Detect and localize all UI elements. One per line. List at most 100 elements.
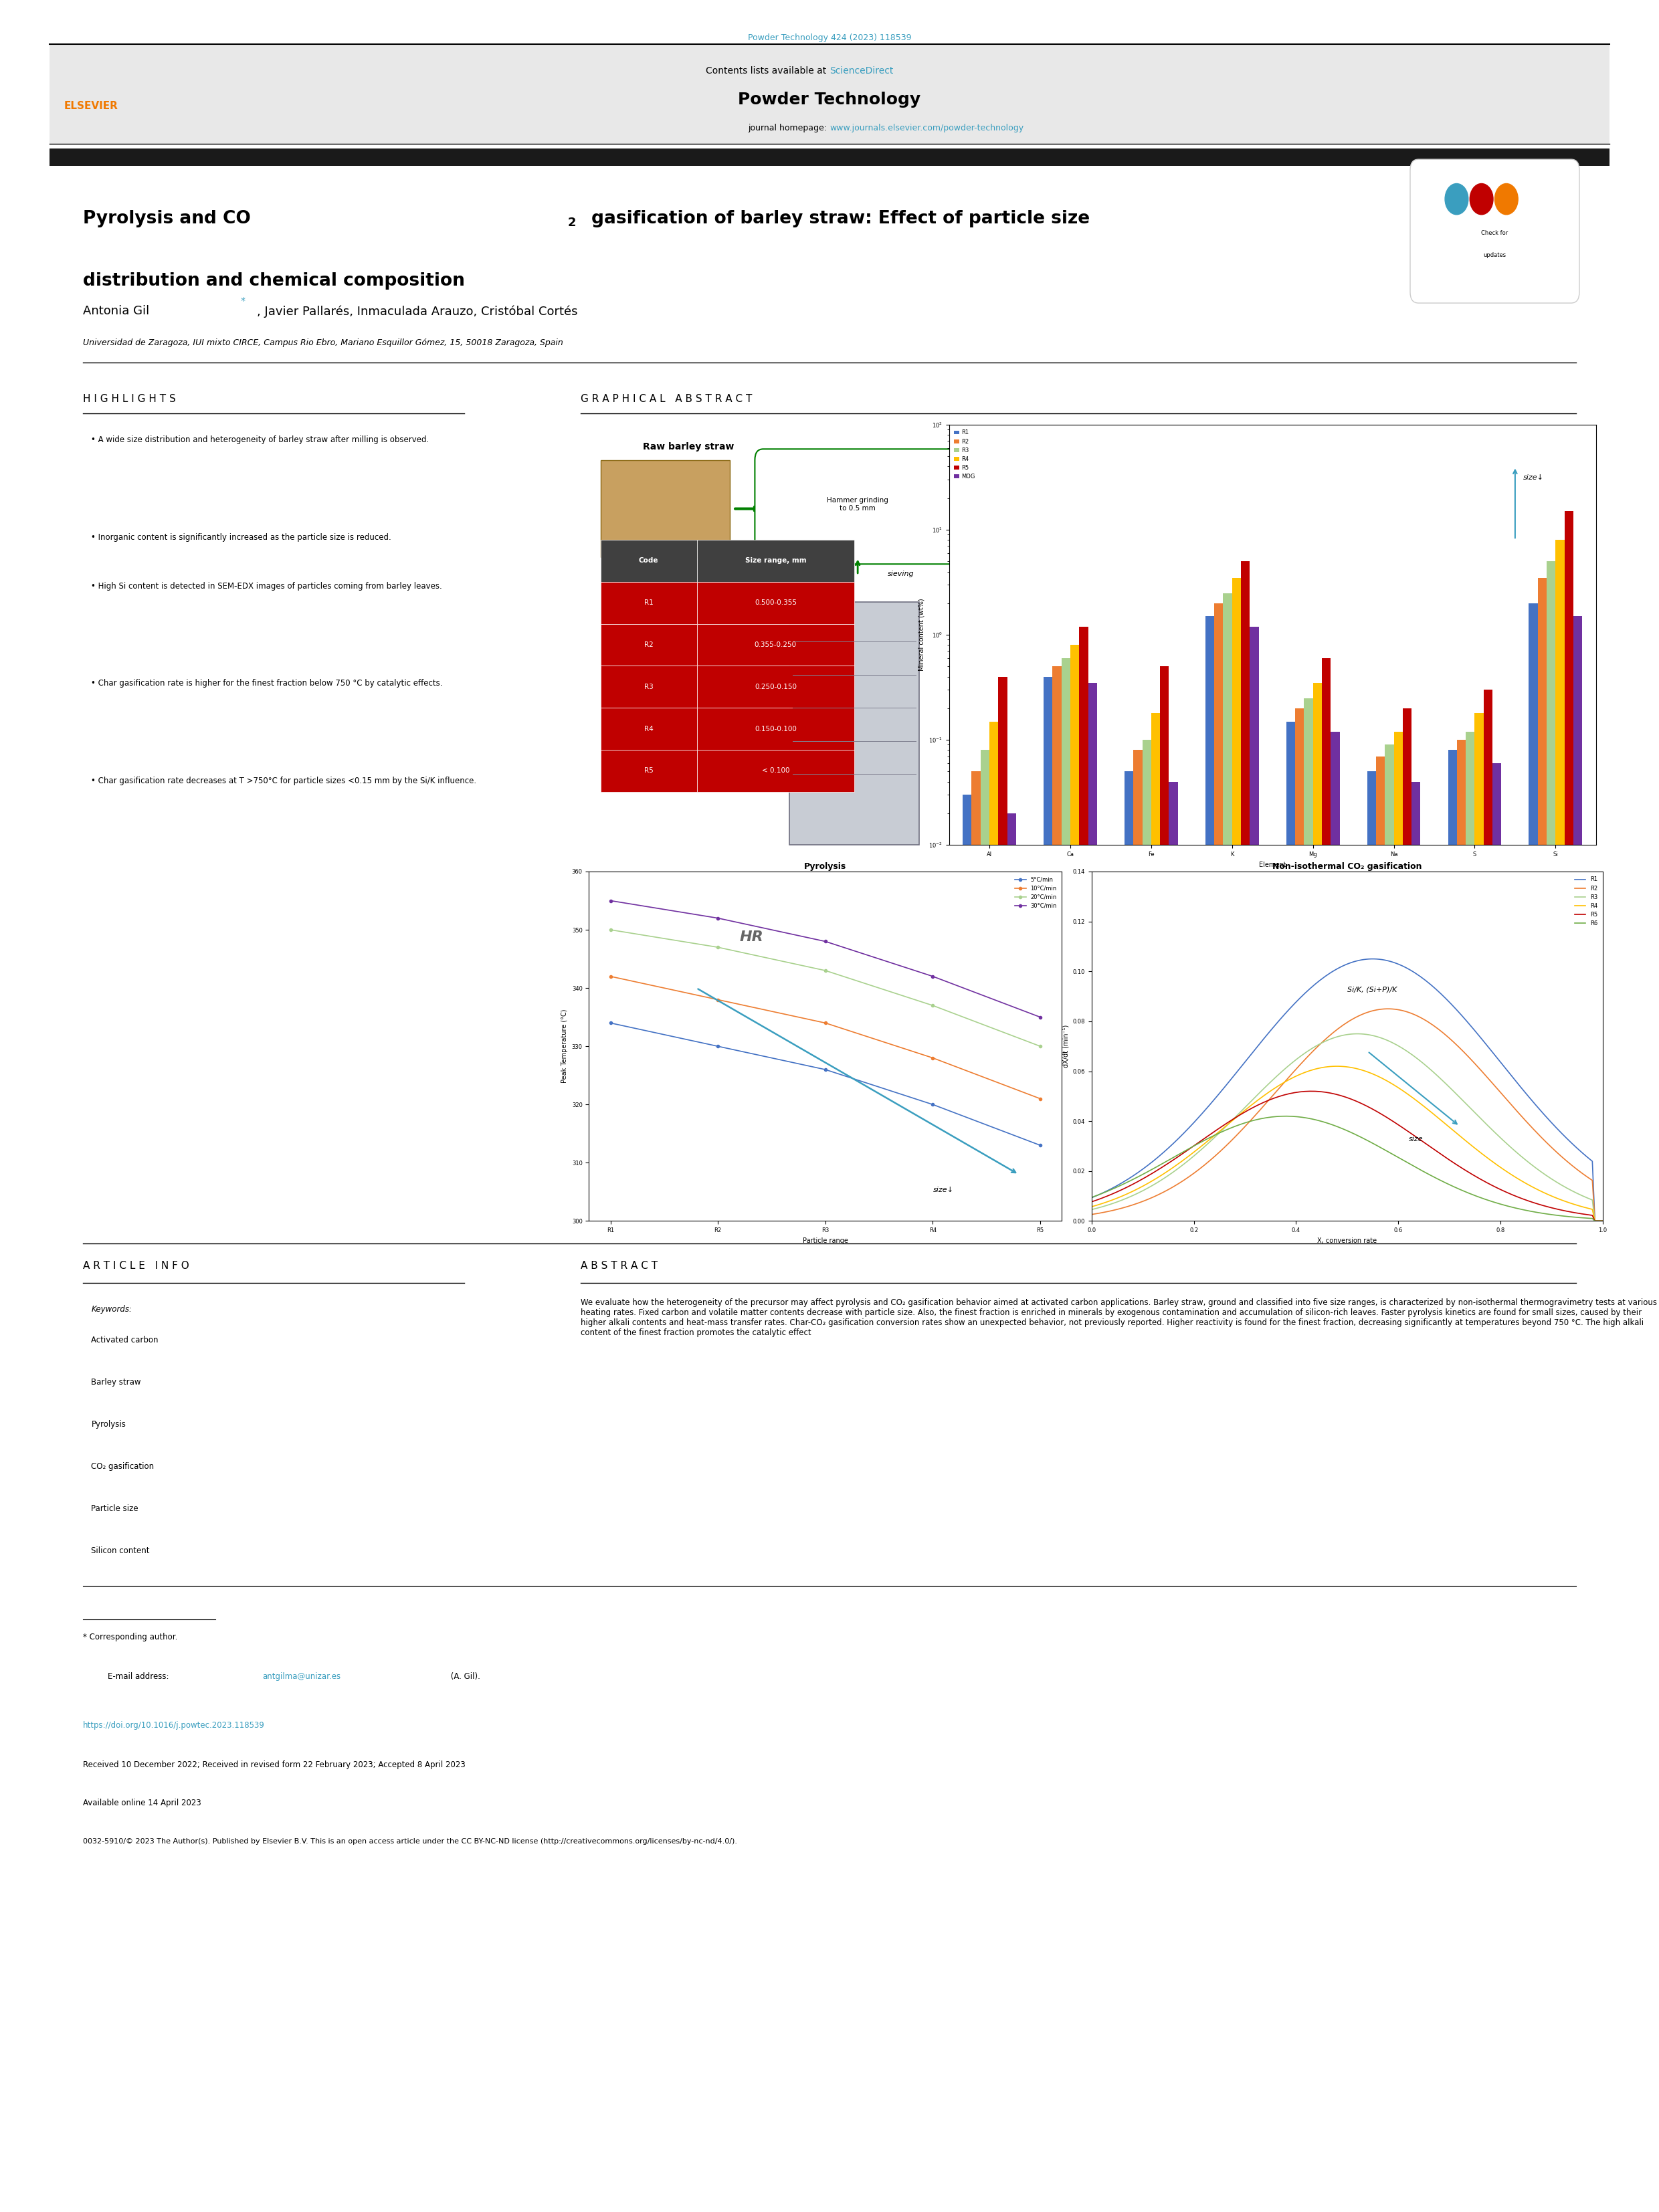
Text: 0.250-0.150: 0.250-0.150 bbox=[755, 684, 796, 690]
Y-axis label: Mineral content (wt%): Mineral content (wt%) bbox=[917, 599, 924, 670]
Text: We evaluate how the heterogeneity of the precursor may affect pyrolysis and CO₂ : We evaluate how the heterogeneity of the… bbox=[581, 1298, 1657, 1338]
30°C/min bbox=[708, 905, 728, 931]
Text: Hammer grinding
to 0.5 mm: Hammer grinding to 0.5 mm bbox=[826, 498, 889, 511]
5°C/min bbox=[601, 1009, 620, 1035]
Bar bbox=[1233, 577, 1241, 2212]
R2 bbox=[1082, 1201, 1102, 1228]
Bar bbox=[989, 721, 999, 2212]
R2 bbox=[1593, 1208, 1613, 1234]
Text: E-mail address:: E-mail address: bbox=[108, 1672, 171, 1681]
R6 bbox=[1102, 1177, 1121, 1203]
FancyBboxPatch shape bbox=[1410, 159, 1579, 303]
R3 bbox=[1345, 1020, 1365, 1046]
Text: CO₂ gasification: CO₂ gasification bbox=[91, 1462, 154, 1471]
FancyBboxPatch shape bbox=[697, 666, 854, 708]
Text: Contents lists available at: Contents lists available at bbox=[707, 66, 830, 75]
Text: https://doi.org/10.1016/j.powtec.2023.118539: https://doi.org/10.1016/j.powtec.2023.11… bbox=[83, 1721, 265, 1730]
Text: H I G H L I G H T S: H I G H L I G H T S bbox=[83, 394, 176, 405]
Y-axis label: Peak Temperature (°C): Peak Temperature (°C) bbox=[561, 1009, 567, 1084]
Circle shape bbox=[1470, 184, 1493, 215]
R2 bbox=[1584, 1208, 1604, 1234]
R5 bbox=[1302, 1077, 1322, 1104]
Text: • Inorganic content is significantly increased as the particle size is reduced.: • Inorganic content is significantly inc… bbox=[91, 533, 392, 542]
R5 bbox=[1113, 1177, 1133, 1203]
Text: Si/K, (Si+P)/K: Si/K, (Si+P)/K bbox=[1347, 987, 1397, 993]
Text: *: * bbox=[241, 296, 246, 305]
Bar bbox=[999, 677, 1007, 2212]
Circle shape bbox=[1495, 184, 1518, 215]
R4 bbox=[1329, 1053, 1349, 1079]
Text: , Javier Pallarés, Inmaculada Arauzo, Cristóbal Cortés: , Javier Pallarés, Inmaculada Arauzo, Cr… bbox=[257, 305, 577, 319]
Text: sieving: sieving bbox=[888, 571, 914, 577]
Bar bbox=[1322, 659, 1331, 2212]
5°C/min bbox=[922, 1091, 942, 1117]
Legend: 5°C/min, 10°C/min, 20°C/min, 30°C/min: 5°C/min, 10°C/min, 20°C/min, 30°C/min bbox=[1012, 874, 1058, 911]
R1 bbox=[1218, 1071, 1238, 1097]
Text: distribution and chemical composition: distribution and chemical composition bbox=[83, 272, 465, 290]
R1 bbox=[1082, 1183, 1102, 1210]
FancyBboxPatch shape bbox=[755, 449, 962, 564]
5°C/min bbox=[1030, 1133, 1050, 1159]
Bar bbox=[980, 750, 989, 2212]
R2 bbox=[1218, 1130, 1238, 1157]
Bar bbox=[1052, 666, 1062, 2212]
Bar bbox=[1160, 666, 1170, 2212]
R1 bbox=[1362, 947, 1382, 973]
FancyBboxPatch shape bbox=[697, 624, 854, 666]
Bar bbox=[1394, 732, 1402, 2212]
Text: Keywords:: Keywords: bbox=[91, 1305, 133, 1314]
FancyBboxPatch shape bbox=[50, 44, 1609, 144]
10°C/min bbox=[922, 1044, 942, 1071]
Bar bbox=[1331, 732, 1339, 2212]
Bar bbox=[1564, 511, 1573, 2212]
Bar bbox=[1573, 617, 1583, 2212]
R6 bbox=[1569, 1203, 1589, 1230]
Text: size↓: size↓ bbox=[1523, 473, 1545, 480]
Bar bbox=[1206, 617, 1214, 2212]
R6 bbox=[1584, 1208, 1604, 1234]
R1 bbox=[1102, 1175, 1121, 1201]
Text: Powder Technology: Powder Technology bbox=[738, 91, 921, 108]
Text: R5: R5 bbox=[644, 768, 654, 774]
30°C/min bbox=[816, 929, 834, 956]
Circle shape bbox=[1445, 184, 1468, 215]
R6 bbox=[1551, 1203, 1571, 1230]
Bar bbox=[1467, 732, 1475, 2212]
R5 bbox=[1551, 1197, 1571, 1223]
R3 bbox=[1569, 1181, 1589, 1208]
Text: size↓: size↓ bbox=[932, 1186, 954, 1192]
Bar bbox=[962, 794, 972, 2212]
R5 bbox=[1218, 1110, 1238, 1137]
Text: Available online 14 April 2023: Available online 14 April 2023 bbox=[83, 1798, 201, 1807]
Line: 10°C/min: 10°C/min bbox=[609, 975, 1042, 1099]
R4 bbox=[1113, 1183, 1133, 1210]
R4 bbox=[1082, 1194, 1102, 1221]
Text: Powder Technology 424 (2023) 118539: Powder Technology 424 (2023) 118539 bbox=[748, 33, 911, 42]
R1 bbox=[1593, 1208, 1613, 1234]
R1 bbox=[1113, 1170, 1133, 1197]
Text: A R T I C L E   I N F O: A R T I C L E I N F O bbox=[83, 1261, 189, 1272]
Text: Received 10 December 2022; Received in revised form 22 February 2023; Accepted 8: Received 10 December 2022; Received in r… bbox=[83, 1761, 466, 1770]
Text: journal homepage:: journal homepage: bbox=[748, 124, 830, 133]
Text: • Char gasification rate decreases at T >750°C for particle sizes <0.15 mm by th: • Char gasification rate decreases at T … bbox=[91, 776, 476, 785]
Bar bbox=[1151, 712, 1160, 2212]
Bar bbox=[1170, 781, 1178, 2212]
Bar bbox=[1088, 684, 1097, 2212]
R6 bbox=[1277, 1104, 1297, 1130]
R6 bbox=[1218, 1117, 1238, 1144]
Bar bbox=[1296, 708, 1304, 2212]
Bar bbox=[1530, 604, 1538, 2212]
Line: R2: R2 bbox=[1092, 1009, 1603, 1221]
Bar bbox=[1044, 677, 1052, 2212]
30°C/min bbox=[922, 962, 942, 989]
Bar bbox=[1556, 540, 1564, 2212]
FancyBboxPatch shape bbox=[601, 460, 730, 557]
Text: Activated carbon: Activated carbon bbox=[91, 1336, 159, 1345]
X-axis label: Particle range: Particle range bbox=[803, 1237, 848, 1243]
Legend: R1, R2, R3, R4, R5, MOG: R1, R2, R3, R4, R5, MOG bbox=[952, 427, 977, 482]
R4 bbox=[1593, 1208, 1613, 1234]
Line: R5: R5 bbox=[1092, 1091, 1603, 1221]
Text: www.journals.elsevier.com/powder-technology: www.journals.elsevier.com/powder-technol… bbox=[830, 124, 1024, 133]
Bar bbox=[1304, 699, 1312, 2212]
R4 bbox=[1218, 1110, 1238, 1137]
